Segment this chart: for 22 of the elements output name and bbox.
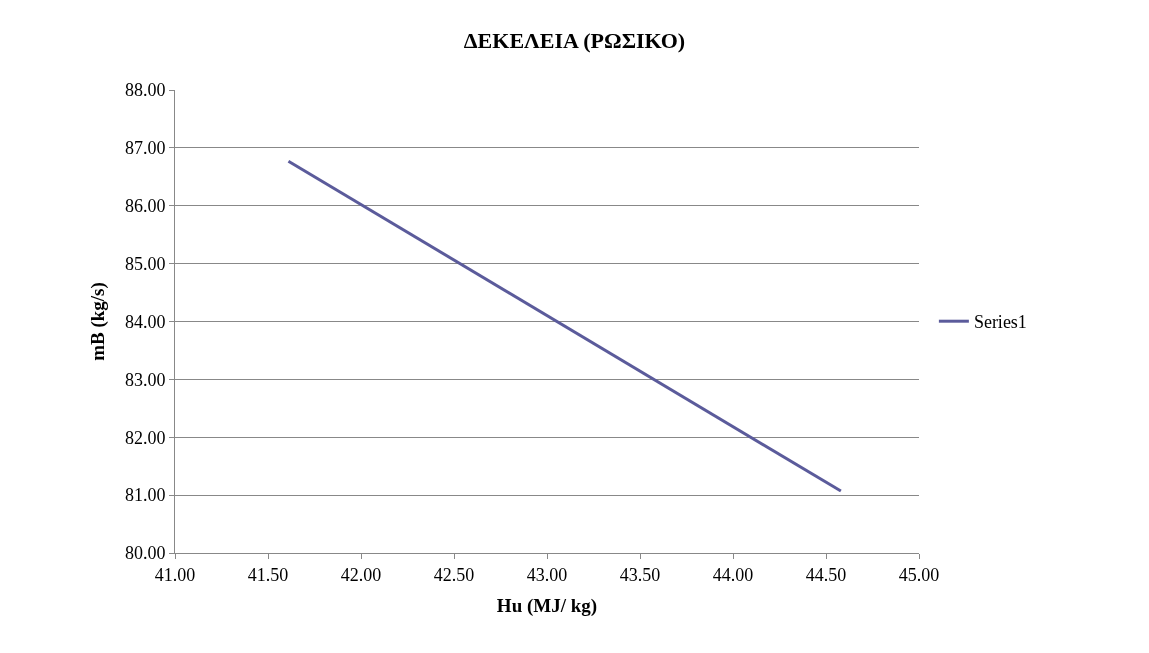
y-tick-label: 88.00 — [124, 80, 166, 101]
x-tick-label: 42.50 — [433, 564, 475, 585]
y-tick-label: 83.00 — [124, 369, 166, 390]
chart-title: ΔΕΚΕΛΕΙΑ (ΡΩΣΙΚΟ) — [463, 28, 686, 54]
x-tick-label: 41.00 — [154, 564, 196, 585]
y-tick-label: 81.00 — [124, 485, 166, 506]
x-tick-label: 44.50 — [805, 564, 847, 585]
x-tick-label: 43.00 — [526, 564, 568, 585]
y-tick-label: 80.00 — [124, 543, 166, 564]
y-tick-label: 85.00 — [124, 253, 166, 274]
y-tick-label: 87.00 — [124, 138, 166, 159]
y-tick-label: 84.00 — [124, 311, 166, 332]
x-axis-title: Hu (MJ/ kg) — [496, 595, 598, 618]
x-tick-label: 44.00 — [712, 564, 754, 585]
y-tick-label: 86.00 — [124, 196, 166, 217]
x-tick-label: 45.00 — [898, 564, 940, 585]
y-tick-label: 82.00 — [124, 427, 166, 448]
legend-label: Series1 — [973, 312, 1027, 333]
x-tick-label: 43.50 — [619, 564, 661, 585]
y-axis-title: mB (kg/s) — [86, 282, 109, 361]
x-tick-label: 42.00 — [340, 564, 382, 585]
x-tick-label: 41.50 — [247, 564, 289, 585]
